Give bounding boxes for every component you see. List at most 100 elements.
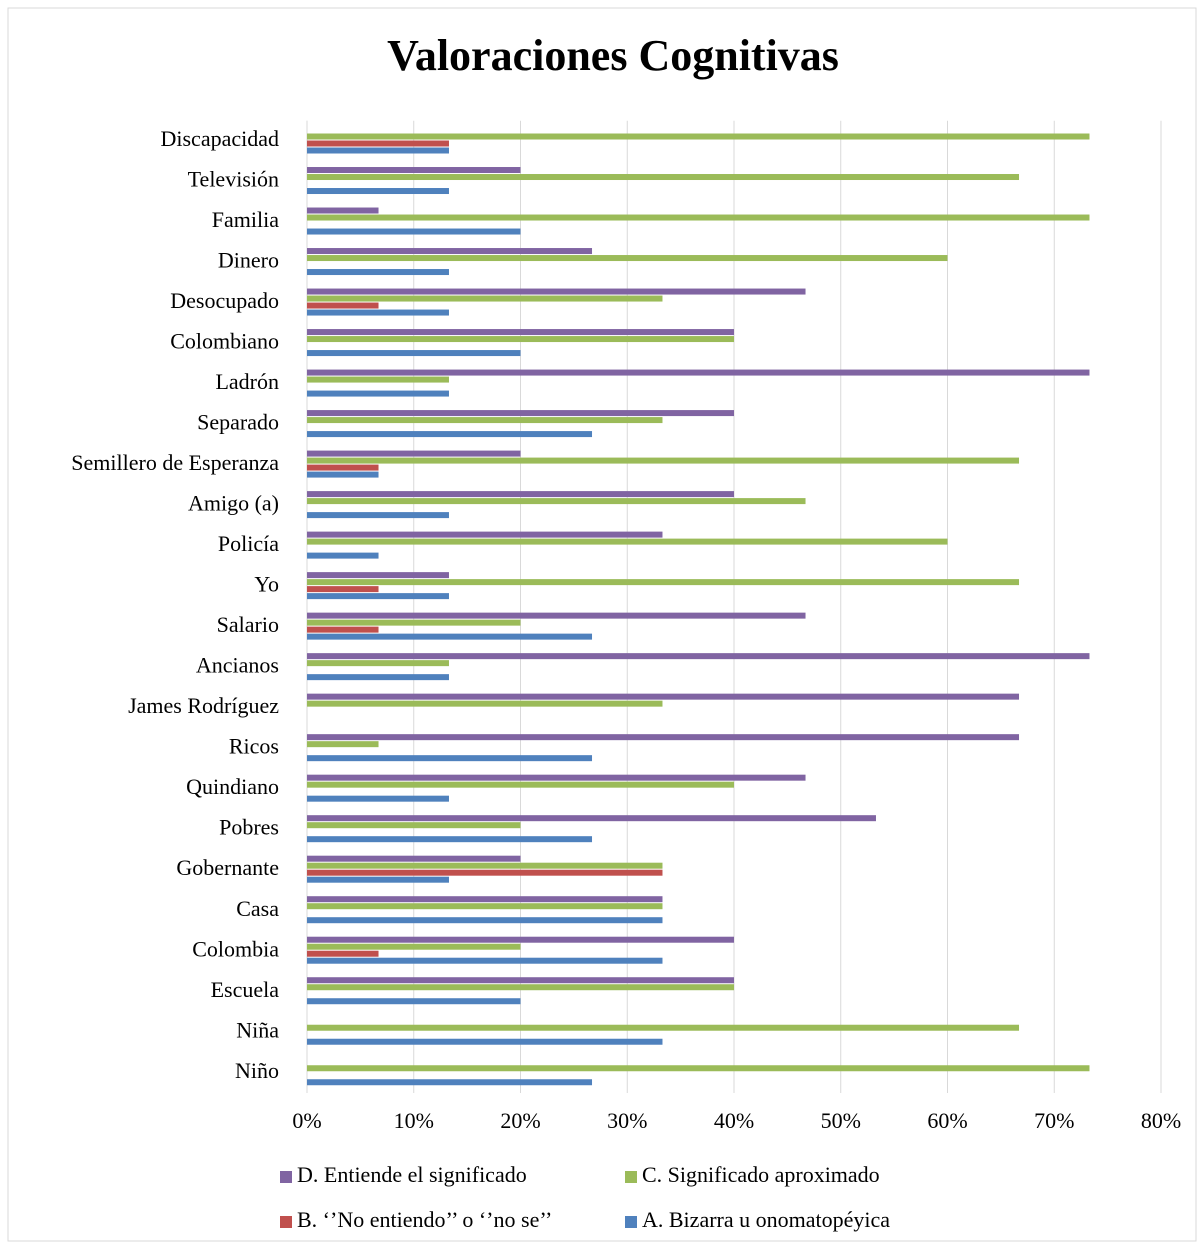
x-tick-label: 0%	[292, 1108, 321, 1133]
bar	[307, 133, 1090, 140]
bar	[307, 431, 593, 438]
y-tick-label: Colombia	[192, 936, 279, 961]
bar	[307, 774, 806, 781]
bar	[307, 1024, 1020, 1031]
bar	[307, 903, 663, 910]
bar	[307, 755, 593, 762]
bar	[307, 781, 734, 788]
bar	[307, 950, 379, 957]
bar	[307, 876, 449, 883]
y-tick-label: Discapacidad	[161, 126, 280, 151]
x-tick-label: 70%	[1034, 1108, 1074, 1133]
bar	[307, 464, 379, 471]
x-tick-label: 80%	[1141, 1108, 1181, 1133]
bar	[307, 822, 521, 829]
chart-frame	[7, 7, 1197, 1242]
bar	[307, 269, 449, 276]
bar	[307, 417, 663, 424]
y-tick-label: Niña	[236, 1017, 279, 1042]
bar	[307, 579, 1020, 586]
y-tick-label: Dinero	[218, 248, 279, 273]
bar	[307, 1065, 1090, 1072]
bar	[307, 288, 806, 295]
y-tick-label: Familia	[212, 207, 279, 232]
legend-label: D. Entiende el significado	[297, 1162, 527, 1187]
bar	[307, 552, 379, 559]
y-tick-label: Policía	[218, 531, 279, 556]
bar	[307, 795, 449, 802]
bar	[307, 674, 449, 681]
y-tick-label: Ricos	[229, 734, 279, 759]
bar	[307, 917, 663, 924]
bar	[307, 188, 449, 195]
bar	[307, 457, 1020, 464]
bar	[307, 450, 521, 457]
x-tick-label: 40%	[714, 1108, 754, 1133]
bar	[307, 572, 449, 579]
bar	[307, 491, 734, 498]
bar	[307, 626, 379, 633]
bar	[307, 862, 663, 869]
bar	[307, 693, 1020, 700]
y-tick-label: Ancianos	[196, 653, 279, 678]
bar	[307, 936, 734, 943]
y-tick-label: Televisión	[188, 167, 279, 192]
bar	[307, 619, 521, 626]
y-tick-label: Pobres	[219, 815, 279, 840]
bar	[307, 174, 1020, 181]
bar	[307, 531, 663, 538]
bar	[307, 295, 663, 302]
bar	[307, 855, 521, 862]
bar	[307, 538, 948, 545]
legend-label: B. ‘’No entiendo’’ o ‘’no se’’	[297, 1207, 552, 1232]
y-tick-label: Separado	[197, 410, 279, 435]
bar	[307, 390, 449, 397]
x-tick-label: 50%	[821, 1108, 861, 1133]
legend-swatch	[280, 1216, 292, 1228]
bar	[307, 660, 449, 667]
bar	[307, 700, 663, 707]
x-tick-label: 60%	[927, 1108, 967, 1133]
bar	[307, 633, 593, 640]
y-tick-label: Casa	[236, 896, 279, 921]
bar	[307, 214, 1090, 221]
bar	[307, 734, 1020, 741]
bar	[307, 612, 806, 619]
bar	[307, 376, 449, 383]
bar	[307, 815, 876, 822]
bar	[307, 653, 1090, 660]
bar	[307, 167, 521, 174]
y-tick-label: Salario	[217, 612, 279, 637]
bar	[307, 329, 734, 336]
bar	[307, 228, 521, 235]
legend-swatch	[625, 1171, 637, 1183]
chart-title: Valoraciones Cognitivas	[387, 31, 839, 80]
bar	[307, 998, 521, 1005]
bar	[307, 207, 379, 214]
bar	[307, 1038, 663, 1045]
bar	[307, 943, 521, 950]
bar	[307, 498, 806, 505]
legend-label: A. Bizarra u onomatopéyica	[642, 1207, 890, 1232]
legend-swatch	[280, 1171, 292, 1183]
legend-label: C. Significado aproximado	[642, 1162, 880, 1187]
y-tick-label: James Rodríguez	[128, 693, 279, 718]
bar	[307, 302, 379, 309]
bar	[307, 140, 449, 147]
x-tick-label: 10%	[394, 1108, 434, 1133]
bar	[307, 1079, 593, 1086]
bar	[307, 350, 521, 357]
bar	[307, 869, 663, 876]
y-tick-label: Semillero de Esperanza	[71, 450, 279, 475]
legend-swatch	[625, 1216, 637, 1228]
x-tick-label: 20%	[500, 1108, 540, 1133]
bar	[307, 836, 593, 843]
y-tick-label: Escuela	[211, 977, 280, 1002]
bar	[307, 957, 663, 964]
bar	[307, 309, 449, 316]
x-tick-label: 30%	[607, 1108, 647, 1133]
y-tick-label: Gobernante	[176, 855, 279, 880]
y-tick-label: Desocupado	[170, 288, 279, 313]
y-tick-label: Yo	[254, 572, 279, 597]
